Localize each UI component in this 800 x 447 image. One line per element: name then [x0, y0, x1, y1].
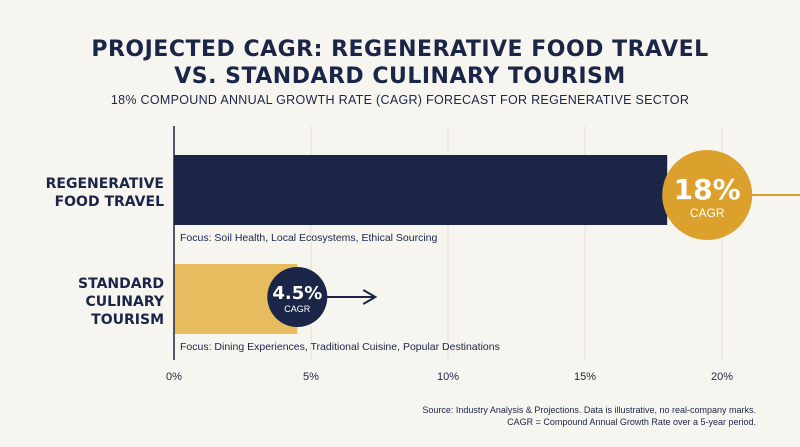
source-note: Source: Industry Analysis & Projections.… — [422, 404, 756, 428]
chart-title-line-2: VS. STANDARD CULINARY TOURISM — [174, 64, 626, 89]
category-label-standard-line-1: STANDARD — [78, 276, 164, 292]
cagr-badge-regenerative — [662, 150, 753, 240]
x-tick-label: 10% — [437, 371, 459, 383]
category-label-standard-line-2: CULINARY — [85, 294, 164, 310]
chart-title-line-1: PROJECTED CAGR: REGENERATIVE FOOD TRAVEL — [91, 37, 709, 62]
arrow-head-standard — [362, 289, 378, 305]
badge-sublabel-standard: CAGR — [284, 304, 311, 314]
source-note-line-1: Source: Industry Analysis & Projections.… — [422, 405, 756, 415]
chart-title: PROJECTED CAGR: REGENERATIVE FOOD TRAVEL… — [0, 36, 800, 90]
x-tick-label: 15% — [574, 371, 596, 383]
cagr-badge-standard — [267, 267, 328, 327]
bar-regenerative — [174, 155, 668, 225]
focus-note-regenerative: Focus: Soil Health, Local Ecosystems, Et… — [180, 232, 438, 244]
category-label-standard: STANDARD CULINARY TOURISM — [14, 275, 164, 329]
x-tick-label: 0% — [166, 371, 182, 383]
category-label-regenerative-line-1: REGENERATIVE — [45, 176, 164, 192]
focus-note-standard: Focus: Dining Experiences, Traditional C… — [180, 341, 500, 353]
category-label-regenerative: REGENERATIVE FOOD TRAVEL — [14, 175, 164, 211]
source-note-line-2: CAGR = Compound Annual Growth Rate over … — [507, 417, 756, 427]
data-label-regenerative: 18% — [674, 173, 741, 206]
x-tick-label: 20% — [711, 371, 733, 383]
x-tick-label: 5% — [303, 371, 319, 383]
chart-subtitle: 18% COMPOUND ANNUAL GROWTH RATE (CAGR) F… — [110, 93, 690, 107]
data-label-standard: 4.5% — [272, 283, 322, 304]
category-label-regenerative-line-2: FOOD TRAVEL — [54, 194, 164, 210]
category-label-standard-line-3: TOURISM — [91, 312, 164, 328]
badge-sublabel-regenerative: CAGR — [690, 206, 725, 220]
